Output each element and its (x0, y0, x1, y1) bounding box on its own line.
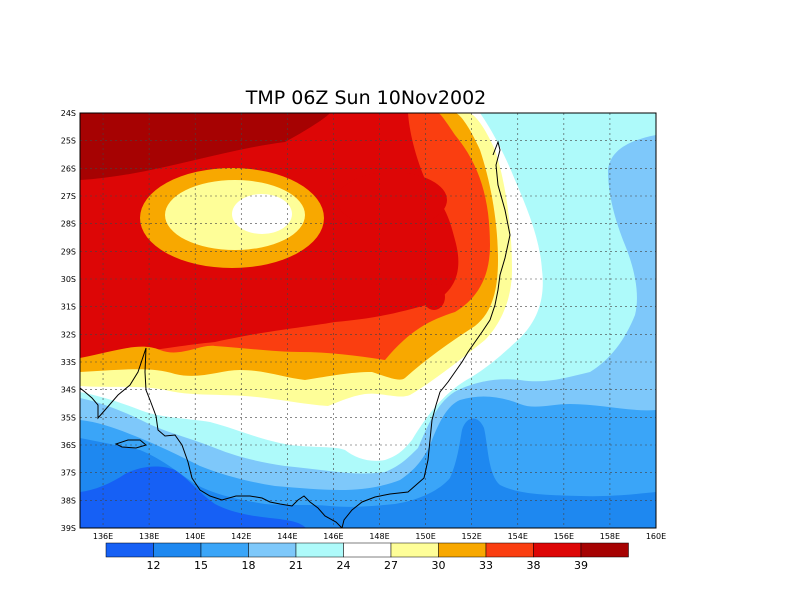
colorbar-swatch (438, 542, 487, 558)
band-lt12 (80, 466, 306, 528)
lon-tick-label: 142E (231, 532, 251, 541)
colorbar-swatch (343, 542, 392, 558)
hot-pocket-northeast (337, 172, 447, 228)
colorbar-swatch (580, 542, 629, 558)
latitude-tick-labels: 24S 25S 26S 27S 28S 29S 30S 31S 32S 33S 34S 35S 36S 3… (61, 109, 76, 533)
lon-tick-label: 144E (277, 532, 297, 541)
lon-tick-label: 154E (508, 532, 528, 541)
lon-tick-label: 146E (323, 532, 343, 541)
longitude-tick-labels: 136E 138E 140E 142E 144E 146E 148E 150E 152E 154E… (93, 532, 666, 541)
temperature-field (80, 113, 656, 528)
warm-pocket-white (232, 194, 292, 234)
lon-tick-label: 138E (139, 532, 159, 541)
colorbar-swatch (533, 542, 582, 558)
colorbar-label: 24 (337, 559, 351, 572)
lat-tick-label: 25S (61, 137, 76, 146)
lat-tick-label: 30S (61, 275, 76, 284)
lat-tick-label: 32S (61, 330, 76, 339)
colorbar-swatch (153, 542, 202, 558)
lon-tick-label: 152E (462, 532, 482, 541)
colorbar-swatch (248, 542, 297, 558)
lon-tick-label: 136E (93, 532, 113, 541)
lon-tick-label: 156E (554, 532, 574, 541)
map-title: TMP 06Z Sun 10Nov2002 (245, 87, 487, 109)
colorbar-label: 39 (574, 559, 588, 572)
lat-tick-label: 29S (61, 247, 76, 256)
lon-tick-label: 140E (185, 532, 205, 541)
colorbar-swatch (485, 542, 534, 558)
lon-tick-label: 148E (369, 532, 389, 541)
lat-tick-label: 31S (61, 303, 76, 312)
colorbar-labels: 12 15 18 21 24 27 30 33 38 39 (147, 559, 589, 572)
lat-tick-label: 35S (61, 413, 76, 422)
lat-tick-label: 38S (61, 496, 76, 505)
colorbar-label: 38 (527, 559, 541, 572)
lat-tick-label: 33S (61, 358, 76, 367)
colorbar-swatch (295, 542, 344, 558)
colorbar-label: 18 (242, 559, 256, 572)
map-frame (79, 112, 657, 529)
lat-tick-label: 39S (61, 524, 76, 533)
colorbar-label: 33 (479, 559, 493, 572)
lat-tick-label: 26S (61, 164, 76, 173)
hot-spot-east (423, 284, 445, 310)
lat-tick-label: 27S (61, 192, 76, 201)
lat-tick-label: 34S (61, 386, 76, 395)
colorbar-swatch (390, 542, 439, 558)
colorbar-label: 21 (289, 559, 303, 572)
colorbar (105, 542, 629, 558)
colorbar-label: 15 (194, 559, 208, 572)
lon-tick-label: 160E (646, 532, 666, 541)
colorbar-label: 27 (384, 559, 398, 572)
colorbar-label: 30 (432, 559, 446, 572)
lat-tick-label: 28S (61, 220, 76, 229)
lat-lon-grid (80, 113, 656, 528)
colorbar-label: 12 (147, 559, 161, 572)
lat-tick-label: 37S (61, 469, 76, 478)
lat-tick-label: 24S (61, 109, 76, 118)
lat-tick-label: 36S (61, 441, 76, 450)
coastline (80, 140, 511, 528)
colorbar-swatch (200, 542, 249, 558)
lon-tick-label: 150E (415, 532, 435, 541)
colorbar-swatch (105, 542, 154, 558)
kangaroo-island (114, 439, 148, 449)
lon-tick-label: 158E (600, 532, 620, 541)
